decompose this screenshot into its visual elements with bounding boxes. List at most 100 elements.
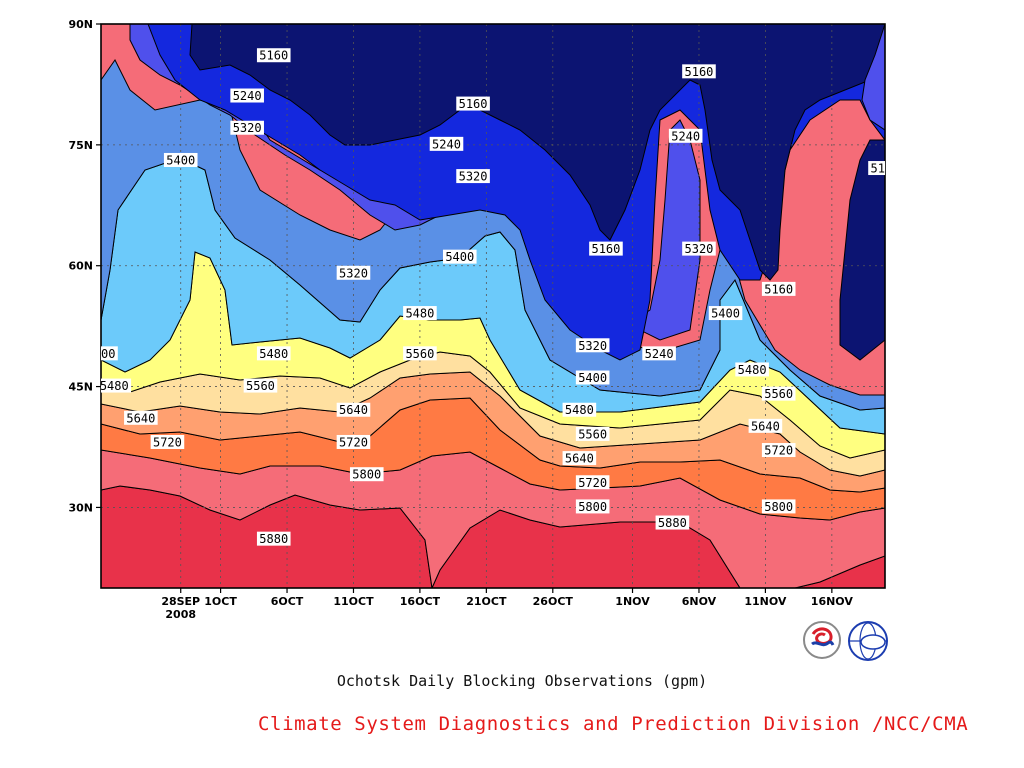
contour-label-box — [575, 475, 610, 490]
x-tick-label: 26OCT — [533, 595, 574, 608]
contour-label-box — [668, 128, 703, 143]
x-tick-label: 11OCT — [333, 595, 374, 608]
contour-label: 5800 — [578, 500, 607, 514]
chart-title: Ochotsk Daily Blocking Observations (gpm… — [336, 672, 708, 690]
credit-line: Climate System Diagnostics and Predictio… — [258, 713, 969, 735]
x-tick-label: 1NOV — [615, 595, 650, 608]
x-tick-label: 6NOV — [682, 595, 717, 608]
fill-band-5320 — [101, 59, 885, 411]
contour-label-box — [868, 161, 885, 176]
contour-label-box — [761, 499, 796, 514]
contour-label-box — [124, 410, 158, 425]
contour-label: 5160 — [459, 97, 488, 111]
contour-label-box — [456, 96, 490, 111]
contour-label: 5240 — [233, 89, 262, 103]
y-tick-label: 90N — [68, 18, 93, 31]
contour-label-box — [442, 249, 477, 264]
contour-fills — [101, 24, 885, 588]
contour-label-box — [735, 362, 769, 377]
contour-label: 5560 — [246, 379, 275, 393]
contour-label-box — [256, 48, 291, 63]
contour-label: 5240 — [432, 137, 461, 151]
contour-label: 5480 — [565, 403, 594, 417]
y-tick-label: 30N — [68, 501, 93, 514]
contour-label-box — [256, 531, 291, 546]
y-tick-label: 60N — [68, 260, 93, 273]
contour-label: 5720 — [153, 435, 182, 449]
x-tick-label: 28SEP — [161, 595, 200, 608]
contour-label-box — [575, 338, 610, 353]
contour-label: 5160 — [685, 65, 714, 79]
contour-label-box — [562, 402, 597, 417]
fill-band-5240-east — [861, 24, 885, 131]
contour-label-box — [403, 346, 437, 361]
contour-label-box — [150, 434, 185, 449]
contour-label-box — [256, 346, 291, 361]
x-tick-label: 6OCT — [271, 595, 304, 608]
contour-label: 5800 — [764, 500, 793, 514]
contour-label-box — [682, 64, 716, 79]
contour-label-box — [575, 426, 610, 441]
x-tick-label: 1OCT — [204, 595, 237, 608]
bcc-logo-wave — [811, 640, 835, 647]
contour-label: 5560 — [764, 387, 793, 401]
fill-band-below-5160-east — [839, 139, 885, 361]
contour-label: 5160 — [591, 242, 620, 256]
bcc-logo-ring — [803, 621, 841, 659]
contour-label: 5560 — [405, 347, 434, 361]
contour-label: 5400 — [166, 153, 195, 167]
contour-label-box — [456, 169, 490, 184]
contour-label: 5480 — [405, 307, 434, 321]
contour-label-box — [589, 241, 623, 256]
contour-label: 5480 — [259, 347, 288, 361]
contour-label-box — [761, 281, 796, 296]
contour-label-box — [761, 443, 796, 458]
contour-label-box — [336, 434, 371, 449]
y-tick-label: 45N — [68, 381, 93, 394]
contour-label-box — [336, 265, 371, 280]
contour-label: 5160 — [871, 162, 900, 176]
contour-label-box — [655, 515, 690, 530]
contour-label-box — [575, 499, 610, 514]
contour-label: 5400 — [445, 250, 474, 264]
contour-label: 5480 — [738, 363, 767, 377]
contour-label-box — [230, 120, 264, 135]
x-tick-label: 16NOV — [811, 595, 854, 608]
x-tick-label: 16OCT — [400, 595, 441, 608]
ncc-logo — [848, 621, 888, 661]
contour-label: 5640 — [565, 452, 594, 466]
contour-label: 5640 — [339, 403, 368, 417]
contour-label-box — [230, 88, 264, 103]
x-tick-label: 21OCT — [466, 595, 507, 608]
contour-label-box — [761, 386, 796, 401]
contour-label: 5160 — [764, 282, 793, 296]
bcc-logo — [803, 621, 841, 659]
x-tick-year: 2008 — [165, 608, 196, 621]
contour-label: 5800 — [352, 468, 381, 482]
contour-label: 5320 — [459, 170, 488, 184]
contour-label: 5720 — [764, 444, 793, 458]
ncc-logo-badge — [860, 634, 886, 650]
contour-label-layer: 5160 5240 5320 5400 5400 5480 5640 5720 5480 5560… — [100, 48, 900, 546]
grid-lines — [101, 24, 885, 588]
contour-label: 5640 — [751, 419, 780, 433]
contour-label-box — [682, 241, 716, 256]
contour-label-box — [562, 451, 597, 466]
contour-label: 5240 — [671, 129, 700, 143]
contour-label: 5400 — [578, 371, 607, 385]
contour-label: 5480 — [100, 379, 129, 393]
contour-label-box — [403, 306, 437, 321]
contour-label: 5320 — [578, 339, 607, 353]
contour-label-box — [429, 136, 464, 151]
fill-band-below-5160 — [189, 24, 885, 281]
contour-label: 5720 — [339, 435, 368, 449]
contour-label: 5320 — [233, 121, 262, 135]
contour-label-box — [575, 370, 610, 385]
contour-label: 5240 — [645, 347, 674, 361]
contour-label-box — [243, 378, 278, 393]
x-tick-label: 11NOV — [744, 595, 787, 608]
contour-label-box — [101, 346, 118, 361]
contour-label: 5320 — [685, 242, 714, 256]
